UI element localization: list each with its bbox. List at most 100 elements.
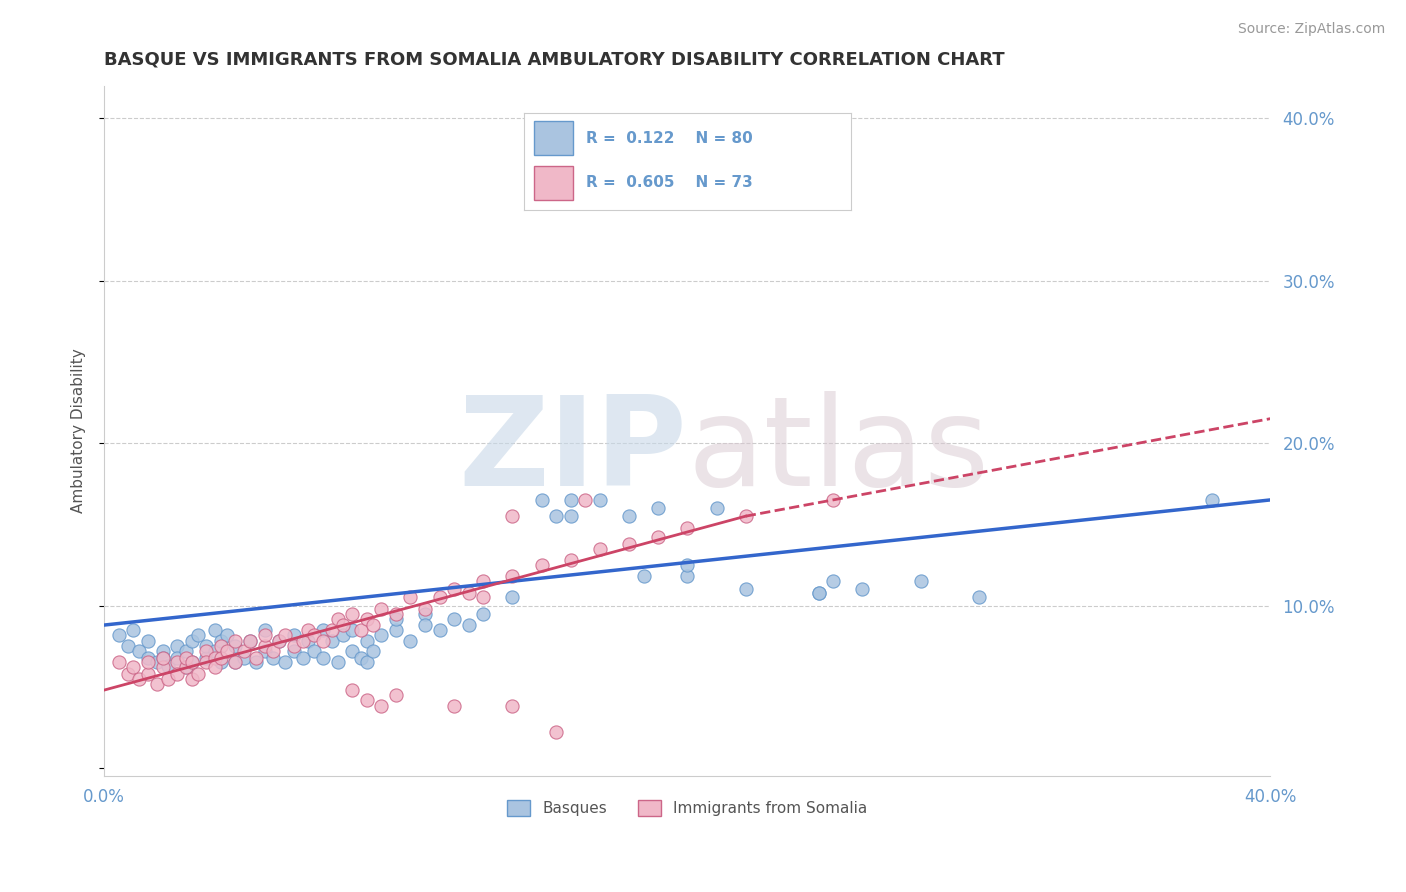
Point (356, 611, 378, 625)
Point (1201, 492, 1223, 507)
Point (152, 650, 174, 665)
Point (152, 650, 174, 665)
Point (589, 492, 612, 507)
Text: atlas: atlas (688, 391, 990, 512)
Point (157, 672, 180, 686)
Point (589, 541, 612, 556)
Point (312, 634, 335, 648)
Point (283, 639, 305, 653)
Text: BASQUE VS IMMIGRANTS FROM SOMALIA AMBULATORY DISABILITY CORRELATION CHART: BASQUE VS IMMIGRANTS FROM SOMALIA AMBULA… (104, 51, 1005, 69)
Point (851, 582, 873, 597)
Point (174, 650, 197, 665)
Point (245, 650, 267, 665)
Point (647, 501, 669, 516)
Point (136, 634, 159, 648)
Point (224, 639, 246, 653)
Point (146, 656, 169, 670)
Point (370, 699, 392, 714)
Point (180, 656, 202, 670)
Point (443, 611, 465, 625)
Point (385, 623, 408, 637)
Point (321, 623, 343, 637)
Point (291, 650, 314, 665)
Point (332, 628, 354, 642)
Point (146, 676, 169, 690)
Point (472, 574, 495, 589)
Point (195, 656, 218, 670)
Point (560, 509, 582, 524)
Point (253, 644, 276, 658)
Point (136, 666, 159, 681)
Point (297, 634, 319, 648)
Point (195, 650, 218, 665)
Point (501, 509, 523, 524)
Point (117, 639, 139, 653)
Point (174, 660, 197, 674)
Point (209, 650, 232, 665)
Point (166, 639, 188, 653)
Point (209, 634, 232, 648)
Point (370, 628, 392, 642)
Point (253, 623, 276, 637)
Point (676, 558, 699, 572)
Point (204, 660, 226, 674)
Point (108, 656, 131, 670)
Point (340, 644, 363, 658)
Point (283, 628, 305, 642)
Point (122, 660, 145, 674)
Point (269, 634, 291, 648)
Point (546, 509, 568, 524)
Point (443, 699, 465, 714)
Point (195, 639, 218, 653)
Point (560, 492, 582, 507)
Point (361, 644, 384, 658)
Point (361, 618, 384, 632)
Point (574, 492, 596, 507)
Point (530, 492, 553, 507)
Point (136, 656, 159, 670)
Point (302, 644, 325, 658)
Point (297, 623, 319, 637)
Point (546, 725, 568, 739)
Point (385, 688, 408, 702)
Point (370, 601, 392, 615)
Point (350, 623, 373, 637)
Point (239, 634, 262, 648)
Point (274, 656, 297, 670)
Point (239, 634, 262, 648)
Point (734, 509, 756, 524)
Point (967, 591, 990, 605)
Point (413, 607, 436, 621)
Point (274, 628, 297, 642)
Point (233, 644, 256, 658)
Point (356, 634, 378, 648)
Point (340, 607, 363, 621)
Point (233, 650, 256, 665)
Point (262, 644, 284, 658)
Point (253, 639, 276, 653)
Point (187, 628, 209, 642)
Point (157, 658, 180, 673)
Point (174, 660, 197, 674)
Point (204, 623, 226, 637)
Point (413, 601, 436, 615)
Point (253, 628, 276, 642)
Point (174, 644, 197, 658)
Point (166, 656, 188, 670)
Point (204, 644, 226, 658)
Point (209, 639, 232, 653)
Point (302, 628, 325, 642)
Point (501, 591, 523, 605)
Point (166, 666, 188, 681)
Point (283, 644, 305, 658)
Point (166, 650, 188, 665)
Point (457, 585, 479, 599)
Point (706, 501, 728, 516)
Point (245, 656, 267, 670)
Point (312, 650, 335, 665)
Point (128, 672, 150, 686)
Point (224, 656, 246, 670)
Point (399, 634, 422, 648)
Point (734, 582, 756, 597)
Point (647, 530, 669, 544)
